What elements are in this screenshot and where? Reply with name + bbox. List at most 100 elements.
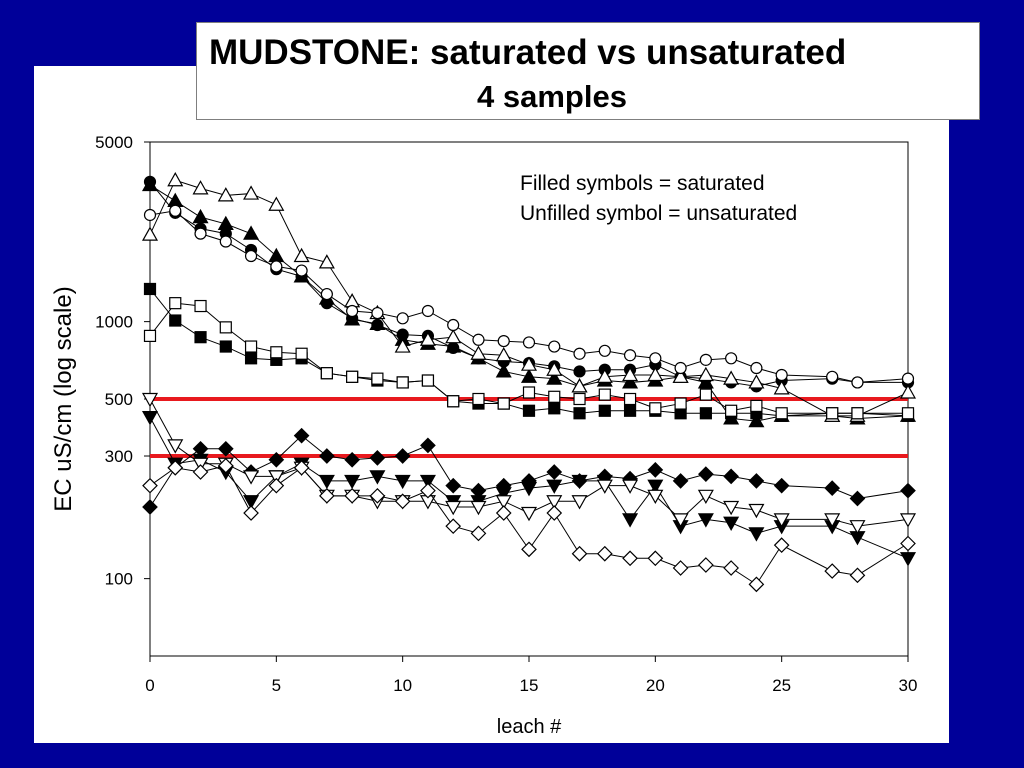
data-point (596, 479, 613, 494)
y-tick-label: 100 (105, 570, 133, 589)
data-point (268, 477, 285, 494)
data-point (217, 457, 234, 474)
data-point (773, 537, 790, 553)
data-point (219, 321, 232, 334)
data-point (447, 341, 460, 355)
data-point (775, 368, 788, 382)
data-point (445, 500, 462, 516)
data-point (697, 489, 714, 505)
data-point (470, 345, 487, 360)
data-point (849, 520, 866, 535)
data-point (394, 338, 411, 353)
data-point (672, 473, 689, 489)
data-point (899, 513, 917, 528)
data-point (622, 513, 639, 528)
data-point (295, 264, 308, 277)
data-point (244, 340, 258, 353)
data-point (849, 567, 866, 584)
data-point (622, 366, 639, 382)
data-point (217, 187, 234, 202)
data-point (169, 204, 182, 217)
data-point (344, 451, 360, 468)
data-point (826, 370, 839, 383)
data-point (623, 392, 637, 406)
data-point (824, 480, 841, 496)
data-point (698, 466, 714, 483)
data-point (773, 380, 790, 395)
data-point (773, 477, 790, 494)
data-point (571, 495, 588, 510)
data-point (725, 352, 738, 365)
data-point (900, 482, 916, 499)
data-point (573, 392, 586, 406)
data-point (396, 312, 409, 325)
data-point (826, 407, 839, 420)
data-point (573, 365, 586, 378)
data-point (192, 464, 209, 480)
data-point (520, 356, 538, 371)
data-series (143, 297, 915, 420)
data-point (320, 367, 333, 380)
data-point (270, 346, 283, 359)
data-point (371, 372, 384, 385)
data-point (394, 493, 411, 510)
data-point (647, 489, 664, 505)
data-point (672, 513, 689, 528)
data-point (750, 399, 763, 413)
data-point (546, 370, 563, 385)
data-point (748, 503, 765, 519)
data-point (520, 482, 538, 497)
data-point (546, 361, 563, 376)
data-point (748, 473, 765, 489)
data-point (548, 390, 561, 403)
data-point (520, 368, 538, 383)
data-point (219, 235, 232, 248)
data-point (546, 479, 563, 494)
data-point (699, 388, 712, 401)
data-point (319, 448, 335, 464)
data-series (142, 427, 916, 515)
data-point (143, 208, 157, 222)
data-point (647, 462, 664, 478)
data-point (194, 299, 207, 313)
data-point (371, 318, 384, 332)
data-point (371, 306, 384, 320)
data-point (571, 545, 588, 562)
data-point (346, 370, 359, 383)
data-point (748, 374, 765, 389)
data-point (571, 378, 588, 393)
data-point (319, 487, 335, 504)
data-point (497, 397, 510, 410)
data-point (495, 505, 512, 521)
data-point (723, 560, 739, 576)
data-point (622, 550, 638, 567)
data-point (194, 227, 207, 240)
data-point (900, 535, 916, 552)
data-point (447, 395, 460, 408)
data-point (901, 407, 915, 420)
y-axis-label: EC uS/cm (log scale) (50, 286, 77, 511)
data-point (495, 487, 512, 502)
data-point (346, 304, 359, 318)
data-point (697, 366, 714, 382)
data-point (192, 180, 209, 195)
data-point (244, 249, 258, 263)
data-point (495, 363, 512, 378)
data-point (243, 470, 260, 485)
data-point (344, 487, 360, 504)
data-point (445, 477, 462, 494)
data-point (548, 402, 561, 415)
data-point (851, 376, 864, 389)
data-point (699, 353, 712, 366)
data-point (497, 334, 510, 348)
data-point (522, 336, 536, 349)
data-point (849, 490, 866, 507)
data-point (548, 340, 561, 353)
data-point (143, 329, 157, 343)
x-tick-label: 10 (393, 676, 412, 695)
data-point (596, 368, 613, 383)
y-tick-label: 300 (105, 447, 133, 466)
data-point (243, 225, 260, 240)
data-point (824, 563, 841, 579)
data-point (268, 196, 285, 211)
